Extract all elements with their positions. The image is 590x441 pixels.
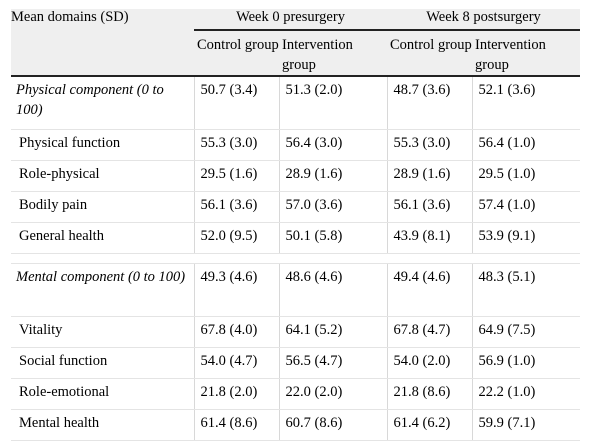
row-label: Role-emotional [11,378,192,410]
cell-value: 60.7 (8.6) [278,409,388,441]
row-label: Mental health [11,409,192,441]
cell-value: 28.9 (1.6) [386,160,473,192]
cell-value: 49.3 (4.6) [193,263,279,317]
cell-value: 64.9 (7.5) [471,316,581,348]
cell-value: 52.1 (3.6) [471,75,581,130]
cell-value: 54.0 (2.0) [386,347,473,379]
table-row: General health 52.0 (9.5) 50.1 (5.8) 43.9 (… [11,222,581,254]
cell-value: 57.0 (3.6) [278,191,388,223]
cell-value: 67.8 (4.0) [193,316,279,348]
cell-value: 29.5 (1.6) [193,160,279,192]
cell-value: 22.2 (1.0) [471,378,581,410]
subcol-header: Intervention group [472,30,581,77]
cell-value: 29.5 (1.0) [471,160,581,192]
table-row: Mental health 61.4 (8.6) 60.7 (8.6) 61.4 (6… [11,409,581,441]
cell-value: 56.1 (3.6) [193,191,279,223]
table-row: Role-emotional 21.8 (2.0) 22.0 (2.0) 21.8 (… [11,378,581,410]
row-label: Mental component (0 to 100) [11,263,192,317]
cell-value: 67.8 (4.7) [386,316,473,348]
cell-value: 56.5 (4.7) [278,347,388,379]
group-header-week0: Week 0 presurgery [194,9,388,31]
results-table: Mean domains (SD) Week 0 presurgery Week… [11,9,581,441]
table-row: Physical function 55.3 (3.0) 56.4 (3.0) 55.… [11,129,581,161]
table-row: Physical component (0 to 100) 50.7 (3.4) 5… [11,75,581,130]
row-label-header: Mean domains (SD) [11,9,192,76]
cell-value: 55.3 (3.0) [386,129,473,161]
cell-value: 64.1 (5.2) [278,316,388,348]
cell-value: 21.8 (8.6) [386,378,473,410]
cell-value: 48.7 (3.6) [386,75,473,130]
cell-value: 53.9 (9.1) [471,222,581,254]
cell-value: 51.3 (2.0) [278,75,388,130]
row-label: Bodily pain [11,191,192,223]
cell-value: 56.4 (1.0) [471,129,581,161]
subcol-header: Control group [194,30,279,77]
row-label: General health [11,222,192,254]
cell-value: 49.4 (4.6) [386,263,473,317]
table-row: Role-physical 29.5 (1.6) 28.9 (1.6) 28.9 (1… [11,160,581,192]
cell-value: 48.3 (5.1) [471,263,581,317]
table-row: Mental component (0 to 100) 49.3 (4.6) 48.… [11,263,581,317]
row-label: Role-physical [11,160,192,192]
section-spacer [11,253,581,264]
row-label: Vitality [11,316,192,348]
cell-value: 61.4 (8.6) [193,409,279,441]
header-subcol-row: Control group Intervention group Control… [11,30,581,77]
cell-value: 54.0 (4.7) [193,347,279,379]
cell-value: 56.9 (1.0) [471,347,581,379]
table-row: Social function 54.0 (4.7) 56.5 (4.7) 54.0 … [11,347,581,379]
subcol-header: Intervention group [279,30,388,77]
cell-value: 22.0 (2.0) [278,378,388,410]
row-label: Social function [11,347,192,379]
cell-value: 56.1 (3.6) [386,191,473,223]
cell-value: 50.1 (5.8) [278,222,388,254]
table-row: Bodily pain 56.1 (3.6) 57.0 (3.6) 56.1 (3.6… [11,191,581,223]
cell-value: 57.4 (1.0) [471,191,581,223]
cell-value: 21.8 (2.0) [193,378,279,410]
row-label: Physical function [11,129,192,161]
group-header-week8: Week 8 postsurgery [387,9,581,31]
cell-value: 48.6 (4.6) [278,263,388,317]
subcol-header: Control group [387,30,473,77]
cell-value: 55.3 (3.0) [193,129,279,161]
row-label: Physical component (0 to 100) [11,75,192,130]
cell-value: 56.4 (3.0) [278,129,388,161]
header-group-row: Mean domains (SD) Week 0 presurgery Week… [11,9,581,76]
cell-value: 52.0 (9.5) [193,222,279,254]
cell-value: 43.9 (8.1) [386,222,473,254]
cell-value: 61.4 (6.2) [386,409,473,441]
cell-value: 59.9 (7.1) [471,409,581,441]
cell-value: 28.9 (1.6) [278,160,388,192]
table-row: Vitality 67.8 (4.0) 64.1 (5.2) 67.8 (4.7) 64… [11,316,581,348]
cell-value: 50.7 (3.4) [193,75,279,130]
